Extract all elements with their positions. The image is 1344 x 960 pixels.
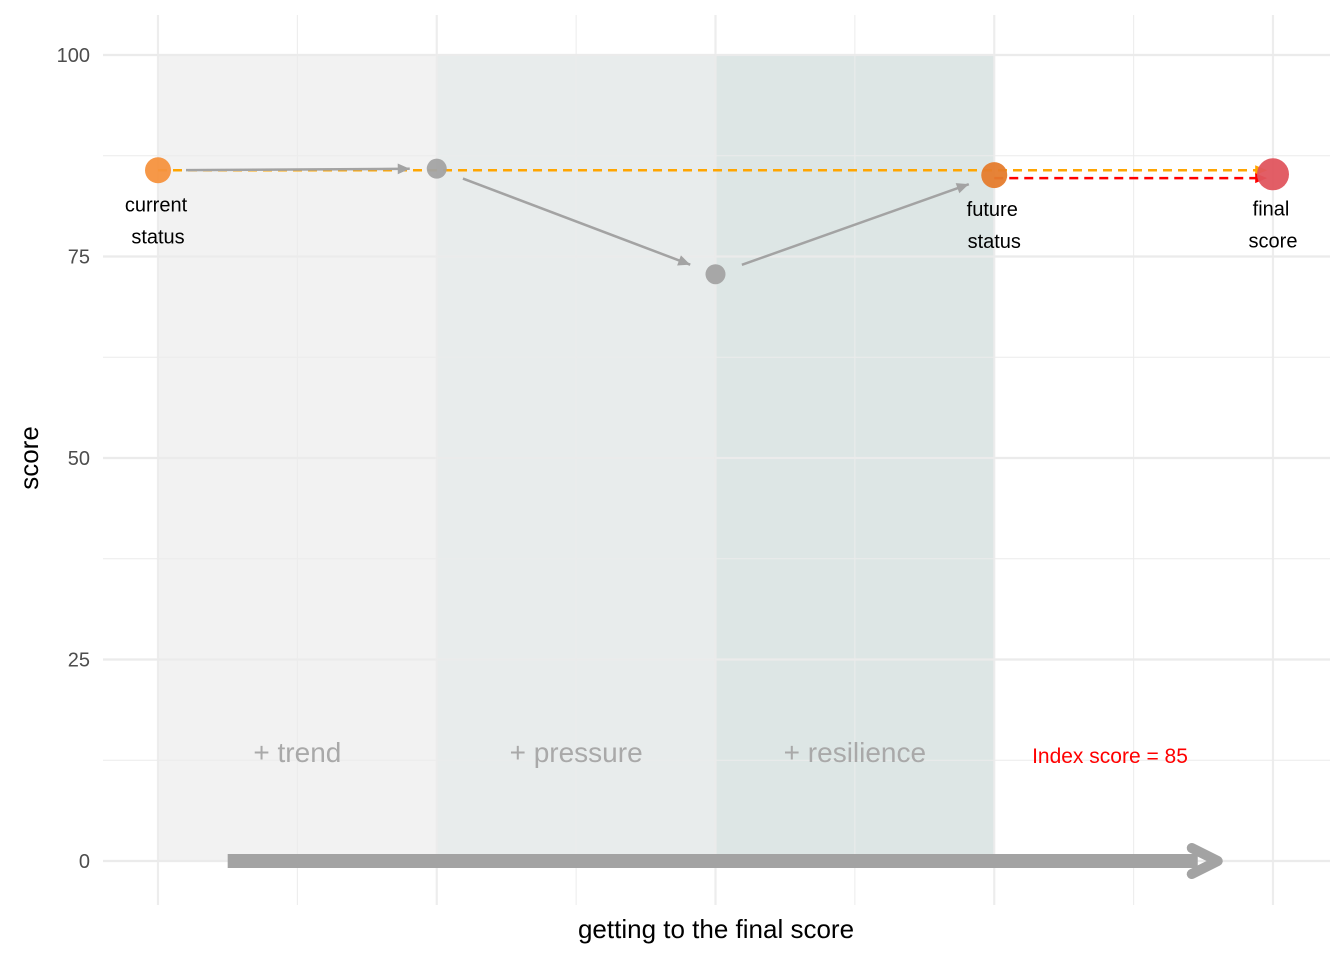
point-label-line2: status <box>968 231 1021 253</box>
y-axis-title: score <box>14 426 44 490</box>
point-labels: current status future status final score <box>125 194 1298 253</box>
step-arrow-3-head <box>955 183 969 194</box>
point-label-line2: score <box>1249 230 1298 252</box>
y-tick-label: 50 <box>68 448 90 470</box>
step-arrows <box>185 163 970 267</box>
data-point-1 <box>145 157 171 184</box>
region-labels: + trend + pressure + resilience <box>253 737 926 768</box>
step-arrow-1 <box>185 167 410 172</box>
point-label-line1: future <box>967 199 1018 221</box>
region-label: + trend <box>253 737 341 768</box>
point-label-line2: status <box>131 226 184 248</box>
y-tick-label: 0 <box>79 851 90 873</box>
step-arrow-2-head <box>677 255 691 266</box>
step-arrow-1-head <box>397 163 410 175</box>
y-tick-label: 100 <box>57 45 90 67</box>
y-tick-label: 75 <box>68 247 90 269</box>
index-score-annotation: Index score = 85 <box>1032 745 1188 768</box>
data-point-5 <box>1257 158 1289 191</box>
data-point-3 <box>705 264 726 285</box>
step-arrow-3 <box>741 182 970 267</box>
x-axis-title: getting to the final score <box>578 914 854 944</box>
region-label: + resilience <box>784 737 926 768</box>
point-label-line1: final <box>1253 198 1290 220</box>
point-label-line1: current <box>125 194 188 216</box>
progress-arrow-layer <box>227 843 1223 879</box>
data-point-4 <box>981 162 1008 189</box>
step-arrow-2 <box>462 177 691 266</box>
region-label: + pressure <box>510 737 643 768</box>
y-tick-label: 25 <box>68 650 90 672</box>
y-tick-labels: 0 25 50 75 100 <box>57 45 90 873</box>
data-points <box>145 157 1289 285</box>
progress-arrow-head <box>1186 843 1223 879</box>
data-point-2 <box>426 158 447 179</box>
